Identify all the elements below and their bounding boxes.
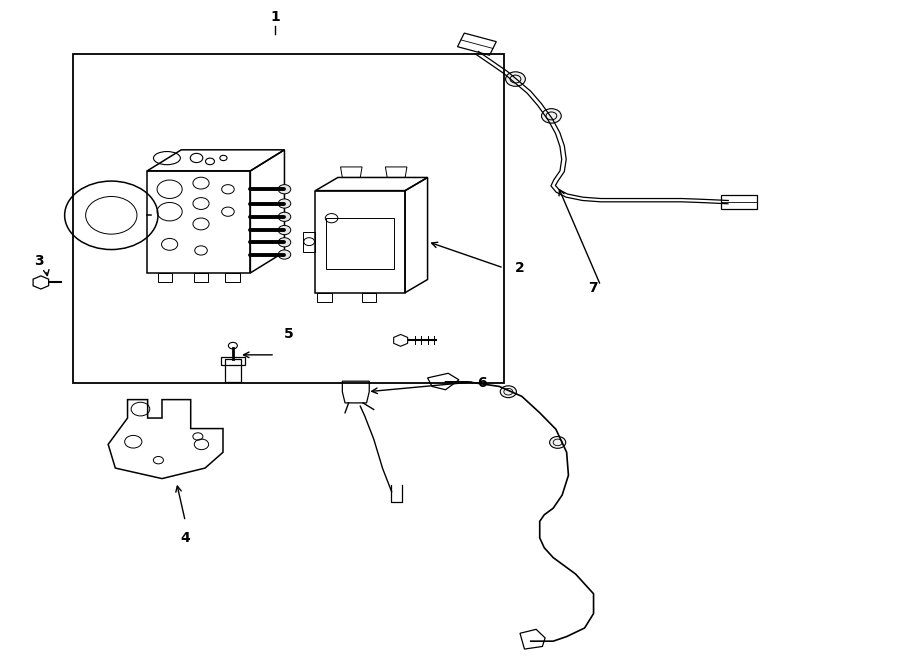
Text: 3: 3 [34,254,44,268]
Bar [221,357,245,366]
Circle shape [278,238,291,247]
Bar [326,218,394,269]
Text: 4: 4 [180,531,190,545]
Bar [362,293,376,302]
Circle shape [278,212,291,221]
Circle shape [278,184,291,194]
Circle shape [278,250,291,259]
Text: 7: 7 [589,281,598,295]
Text: 2: 2 [515,261,525,275]
Text: 5: 5 [284,327,293,341]
Bar [225,359,241,382]
Bar [73,54,504,383]
Text: 1: 1 [270,11,280,24]
Circle shape [550,436,566,448]
Circle shape [500,386,517,398]
Circle shape [506,72,526,87]
Circle shape [542,108,562,123]
Text: 6: 6 [477,376,487,390]
Bar [194,273,208,282]
Bar [317,293,331,302]
Circle shape [278,199,291,208]
Bar [158,273,172,282]
Bar [225,273,239,282]
Circle shape [278,225,291,235]
